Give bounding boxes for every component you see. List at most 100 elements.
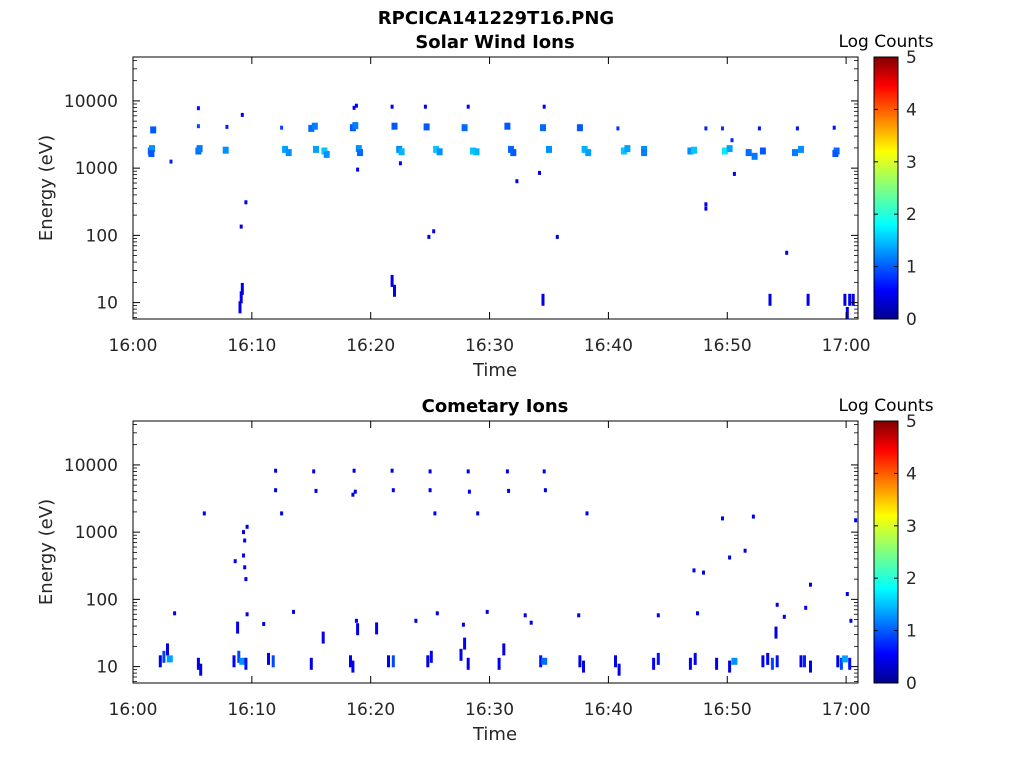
y-axis-label: Energy (eV) <box>36 135 57 241</box>
data-cell <box>843 293 847 306</box>
data-cell <box>357 149 363 157</box>
data-cell <box>352 105 356 110</box>
data-cell <box>321 631 325 644</box>
x-tick-label: 16:00 <box>109 700 158 720</box>
data-cell <box>313 145 319 153</box>
data-cell <box>323 150 330 158</box>
data-cell <box>775 655 779 668</box>
colorbar-tick-label: 4 <box>906 464 917 484</box>
data-cell <box>427 234 431 239</box>
data-cell <box>280 511 284 516</box>
data-cell <box>436 148 443 156</box>
x-tick-label: 17:00 <box>822 336 871 356</box>
data-cell <box>423 104 427 109</box>
data-cell <box>238 301 242 314</box>
data-cell <box>391 122 398 130</box>
data-cell <box>390 104 394 109</box>
data-cell <box>546 145 552 153</box>
data-cell <box>581 145 588 153</box>
colorbar <box>873 56 899 320</box>
data-cell <box>803 655 806 668</box>
data-cell <box>849 618 853 623</box>
x-tick-label: 16:20 <box>346 336 395 356</box>
colorbar-ticks: 0 1 2 3 4 5 <box>874 412 917 694</box>
data-cell <box>356 623 360 636</box>
data-cell <box>262 622 266 626</box>
figure-title: RPCICA141229T16.PNG <box>378 8 614 29</box>
data-cell <box>704 202 708 207</box>
data-cell <box>774 626 778 639</box>
data-cell <box>352 122 359 130</box>
data-cell <box>702 570 705 575</box>
data-cell <box>687 147 694 155</box>
data-cell <box>799 655 803 668</box>
data-cell <box>150 126 157 134</box>
data-cell <box>196 106 200 111</box>
data-cell <box>751 152 758 160</box>
data-cell <box>577 613 581 618</box>
data-cell <box>792 149 798 157</box>
data-cell <box>196 124 200 129</box>
data-cell <box>730 138 734 143</box>
data-cell <box>398 148 405 156</box>
y-tick-label: 1000 <box>75 523 118 543</box>
data-cell <box>244 200 248 205</box>
data-cell <box>173 611 177 616</box>
colorbar-label: Log Counts <box>838 396 933 416</box>
data-cell <box>466 657 470 670</box>
y-tick-label: 1000 <box>75 159 118 179</box>
data-cell <box>282 145 289 153</box>
x-tick-label: 16:10 <box>227 336 276 356</box>
data-cell <box>356 167 360 172</box>
data-cell <box>656 652 660 665</box>
data-cell <box>312 469 316 474</box>
x-tick-label: 16:00 <box>109 336 158 356</box>
data-cell <box>809 660 812 673</box>
colorbar-tick-label: 4 <box>906 100 917 120</box>
data-cell <box>845 592 849 596</box>
panel-title: Solar Wind Ions <box>415 32 574 53</box>
colorbar-tick-label: 0 <box>906 674 917 694</box>
colorbar-tick-label: 5 <box>906 48 917 68</box>
colorbar-tick-label: 5 <box>906 412 917 432</box>
x-tick-label: 16:30 <box>465 700 514 720</box>
data-cell <box>391 488 395 493</box>
colorbar-tick-label: 3 <box>906 153 917 173</box>
data-cell <box>542 104 546 109</box>
data-cell <box>199 663 203 676</box>
data-cell <box>245 612 249 617</box>
data-cell <box>539 655 543 668</box>
colorbar-tick-label: 2 <box>906 205 917 225</box>
data-cell <box>461 124 468 132</box>
y-tick-label: 10 <box>96 294 118 314</box>
colorbar-ticks: 0 1 2 3 4 5 <box>874 48 917 330</box>
colorbar-tick-label: 2 <box>906 569 917 589</box>
data-cell <box>704 126 708 131</box>
data-cell <box>848 657 852 670</box>
data-cell <box>578 655 582 668</box>
data-cell <box>775 602 779 607</box>
data-cell <box>237 650 241 663</box>
y-axis-label: Energy (eV) <box>36 499 57 605</box>
data-cell <box>585 149 592 157</box>
data-cell <box>353 489 357 494</box>
data-cell <box>233 559 237 564</box>
data-cell <box>244 657 248 670</box>
data-cell <box>785 250 789 255</box>
panel-solar-wind: Solar Wind Ions 16:00 16:10 16:20 16:30 16:4… <box>36 32 934 381</box>
plot-area <box>132 420 859 684</box>
data-cell <box>239 291 243 304</box>
data-cell <box>768 293 772 306</box>
x-tick-label: 16:40 <box>584 336 633 356</box>
data-cell <box>715 657 719 670</box>
data-cell <box>832 150 839 157</box>
data-cell <box>271 655 275 668</box>
data-cell <box>538 170 541 175</box>
data-cell <box>459 648 463 661</box>
data-cell <box>414 618 418 623</box>
data-cell <box>555 234 559 239</box>
data-cell <box>540 124 546 132</box>
data-cell <box>429 650 433 663</box>
data-cell <box>757 126 761 131</box>
